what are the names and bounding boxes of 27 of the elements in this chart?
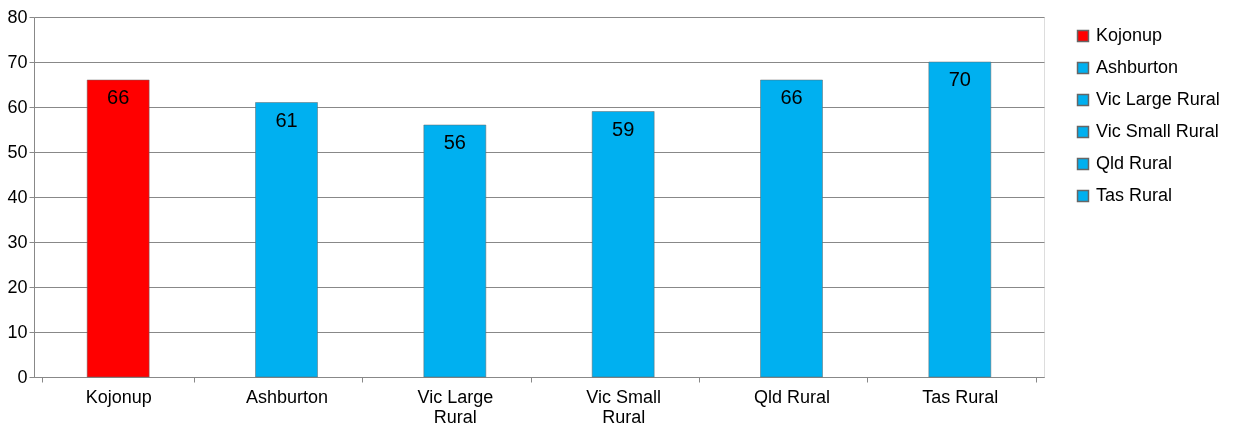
- legend-label: Tas Rural: [1096, 185, 1173, 205]
- y-tick-label: 80: [7, 6, 28, 27]
- y-tick-label: 60: [7, 96, 28, 117]
- y-tick-label: 40: [7, 186, 28, 207]
- data-label: 59: [612, 117, 635, 140]
- y-tick-label: 70: [7, 51, 28, 72]
- y-tick-label: 10: [7, 321, 28, 342]
- x-tick-label: Vic Small Rural: [586, 386, 662, 427]
- x-tick-label: Kojonup: [85, 386, 152, 407]
- legend-label: Vic Small Rural: [1096, 121, 1219, 141]
- x-tick-label: Ashburton: [245, 386, 329, 407]
- data-label: 61: [275, 108, 298, 131]
- legend-label: Qld Rural: [1096, 153, 1173, 173]
- y-tick-label: 30: [7, 231, 28, 252]
- x-tick-label: Qld Rural: [753, 386, 831, 407]
- x-tick-label: Tas Rural: [922, 386, 999, 407]
- y-tick-label: 0: [17, 366, 28, 387]
- data-label: 56: [443, 131, 466, 153]
- data-label: 66: [107, 86, 130, 108]
- x-tick-label: Vic Large Rural: [417, 386, 494, 427]
- y-tick-label: 50: [7, 141, 28, 162]
- legend-label: Ashburton: [1096, 57, 1179, 77]
- y-tick-label: 20: [7, 276, 28, 297]
- data-label: 70: [948, 68, 971, 90]
- data-label: 66: [780, 86, 803, 108]
- legend-label: Vic Large Rural: [1096, 89, 1220, 109]
- legend-label: Kojonup: [1096, 25, 1163, 45]
